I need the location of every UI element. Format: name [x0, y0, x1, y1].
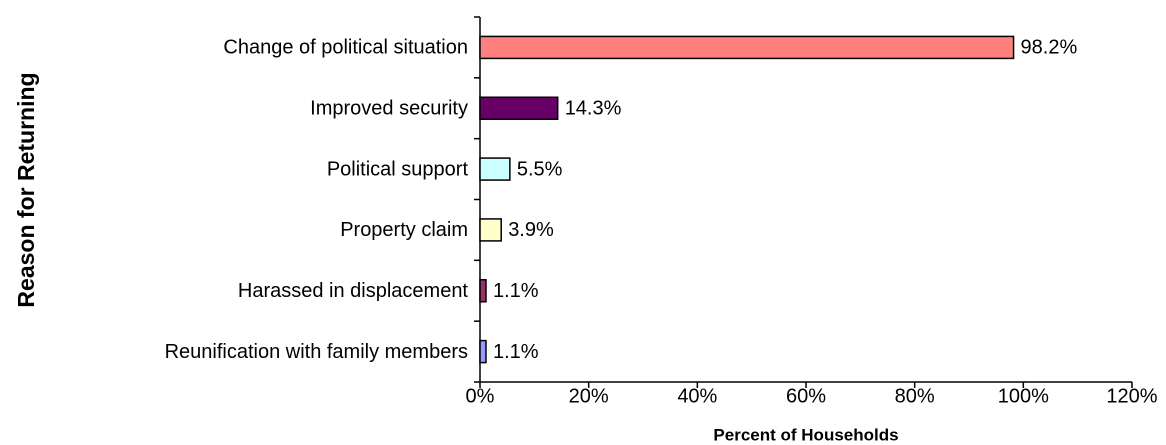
x-axis-title: Percent of Households: [713, 425, 898, 444]
y-axis-title: Reason for Returning: [13, 72, 39, 307]
y-tick-label: Political support: [327, 158, 469, 180]
x-tick-label: 40%: [677, 385, 717, 407]
x-tick-label: 20%: [569, 385, 609, 407]
data-label: 3.9%: [508, 219, 554, 241]
x-tick-label: 80%: [895, 385, 935, 407]
y-tick-label: Harassed in displacement: [238, 280, 469, 302]
y-tick-label: Improved security: [310, 98, 468, 120]
x-tick-label: 0%: [466, 385, 495, 407]
y-tick-label: Property claim: [340, 219, 468, 241]
x-tick-label: 60%: [786, 385, 826, 407]
y-tick-label: Change of political situation: [223, 37, 468, 59]
x-tick-label: 120%: [1106, 385, 1157, 407]
bar: [479, 96, 559, 120]
bar: [479, 157, 511, 181]
data-label: 1.1%: [493, 280, 539, 302]
data-label: 98.2%: [1021, 37, 1078, 59]
bar: [479, 218, 502, 242]
data-label: 1.1%: [493, 341, 539, 363]
x-tick-label: 100%: [998, 385, 1049, 407]
bar: [479, 35, 1015, 60]
data-label: 5.5%: [517, 158, 563, 180]
bar: [479, 279, 487, 303]
y-tick-label: Reunification with family members: [165, 341, 468, 363]
bar: [479, 339, 487, 364]
data-label: 14.3%: [565, 98, 622, 120]
